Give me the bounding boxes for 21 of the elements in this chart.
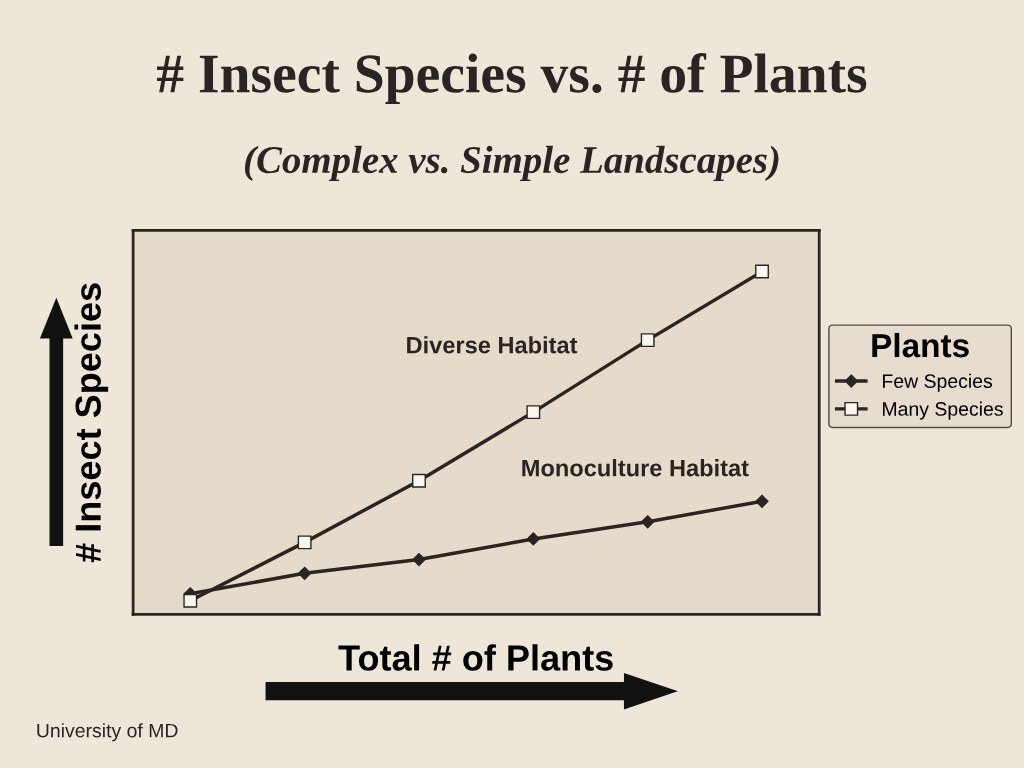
text: University of MD [37, 723, 178, 742]
point [755, 494, 769, 508]
point [755, 264, 769, 279]
point [297, 535, 312, 550]
x-axis-title: Total # of Plants [338, 644, 613, 671]
annotation: Diverse Habitat [407, 336, 578, 354]
point [298, 566, 312, 580]
point [183, 593, 198, 608]
point [526, 532, 540, 546]
legend-label: Few Species [883, 373, 993, 392]
legend-title: Plants [872, 332, 969, 358]
legend-label: Many Species [883, 401, 1003, 420]
point [412, 552, 426, 567]
chart-title: # Insect Species vs. # of Plants [157, 53, 867, 104]
point [412, 473, 426, 488]
chart-subtitle: (Complex vs. Simple Landscapes) [244, 145, 779, 182]
point [526, 405, 541, 420]
y-axis-title: # Insect Species [74, 283, 109, 563]
point [641, 515, 655, 529]
annotation: Monoculture Habitat [522, 459, 749, 477]
point [640, 333, 655, 348]
